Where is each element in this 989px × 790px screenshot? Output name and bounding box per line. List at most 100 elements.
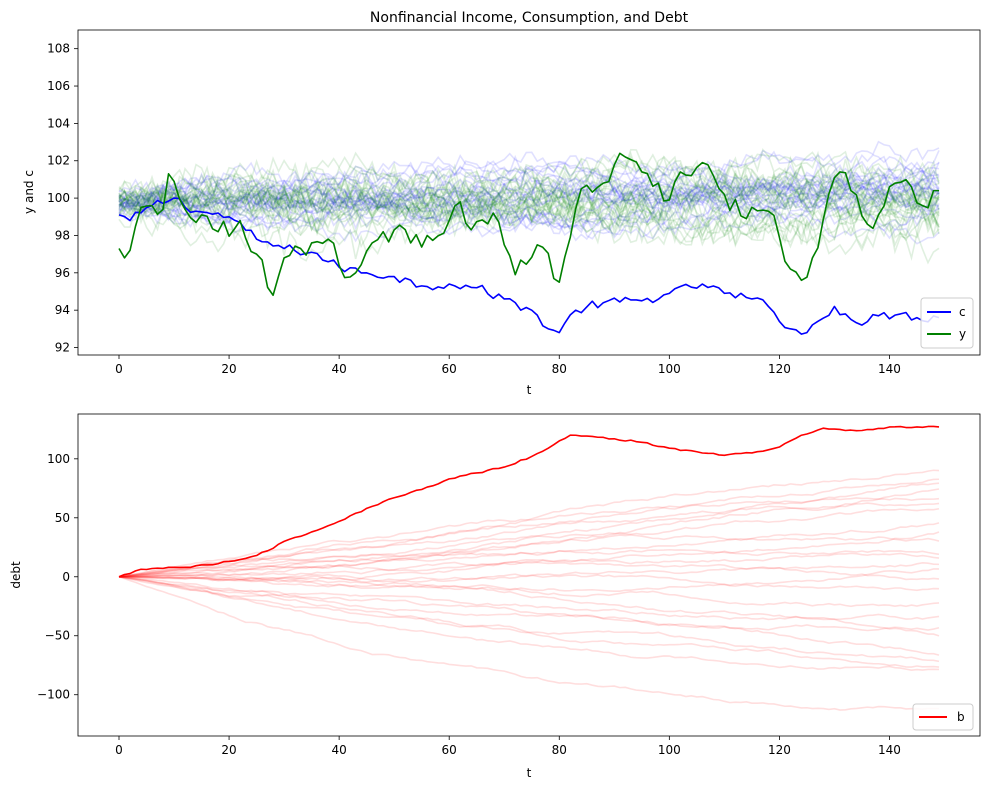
y-tick-label: 104: [47, 116, 70, 130]
x-tick-label: 60: [442, 743, 457, 757]
x-tick-label: 140: [878, 362, 901, 376]
background-path: [118, 167, 940, 233]
background-path: [118, 488, 940, 578]
x-tick-label: 140: [878, 743, 901, 757]
background-path: [118, 507, 940, 578]
background-path: [118, 149, 940, 206]
background-path: [118, 184, 940, 237]
background-path: [118, 160, 940, 209]
y-axis-ticks: −100 −50 0 50 100: [37, 452, 78, 702]
background-path: [118, 184, 940, 236]
legend: c y: [920, 297, 974, 349]
y-tick-label: 102: [47, 154, 70, 168]
x-tick-label: 60: [442, 362, 457, 376]
x-tick-label: 100: [658, 362, 681, 376]
background-path: [118, 576, 940, 711]
x-tick-label: 80: [552, 743, 567, 757]
background-path: [118, 568, 940, 593]
y-tick-label: 100: [47, 452, 70, 466]
x-axis-ticks: 0 20 40 60 80 100 120 140: [115, 736, 901, 757]
y-axis-ticks: 92 94 96 98 100 102 104 106 108: [47, 42, 78, 355]
background-path: [118, 161, 940, 211]
background-path: [118, 534, 940, 578]
background-path: [118, 176, 940, 244]
y-tick-label: 96: [55, 266, 70, 280]
background-path: [118, 162, 940, 205]
background-path: [118, 188, 940, 245]
y-tick-label: 108: [47, 42, 70, 56]
background-path: [118, 174, 940, 242]
background-path: [118, 155, 940, 215]
x-tick-label: 20: [221, 362, 236, 376]
background-path: [118, 179, 940, 228]
x-tick-label: 40: [331, 743, 346, 757]
background-path: [118, 154, 940, 215]
y-axis-label: debt: [9, 561, 23, 589]
background-path: [118, 172, 940, 227]
legend-label-b: b: [957, 710, 965, 724]
background-path: [118, 140, 940, 218]
background-path: [118, 180, 940, 262]
background-path: [118, 575, 940, 621]
x-tick-label: 40: [331, 362, 346, 376]
background-path: [118, 180, 940, 235]
background-path: [118, 177, 940, 247]
background-path: [118, 187, 940, 247]
background-path: [118, 531, 940, 582]
series-line-c: [118, 197, 940, 335]
y-tick-label: −50: [45, 629, 70, 643]
background-path: [118, 575, 940, 608]
y-tick-label: 92: [55, 341, 70, 355]
background-paths: [118, 140, 940, 265]
background-path: [118, 175, 940, 225]
y-axis-label: y and c: [22, 170, 36, 214]
background-path: [118, 179, 940, 249]
chart-title: Nonfinancial Income, Consumption, and De…: [370, 10, 689, 26]
legend-label-y: y: [959, 327, 966, 341]
x-tick-label: 120: [768, 743, 791, 757]
series-lines: [118, 152, 940, 335]
background-path: [118, 173, 940, 214]
x-tick-label: 0: [115, 362, 123, 376]
background-path: [118, 179, 940, 231]
background-path: [118, 186, 940, 228]
background-path: [118, 175, 940, 256]
y-tick-label: 94: [55, 303, 70, 317]
background-path: [118, 153, 940, 226]
background-path: [118, 151, 940, 242]
x-axis-ticks: 0 20 40 60 80 100 120 140: [115, 355, 901, 376]
x-tick-label: 80: [552, 362, 567, 376]
background-path: [118, 177, 940, 229]
series-line-b: [118, 425, 940, 578]
background-path: [118, 561, 940, 581]
background-path: [118, 502, 940, 578]
legend-box: [920, 297, 974, 349]
background-path: [118, 180, 940, 249]
legend-label-c: c: [959, 305, 966, 319]
plot-area: [78, 414, 980, 736]
background-path: [118, 178, 940, 234]
background-path: [118, 573, 940, 592]
plot-frame: [77, 29, 981, 356]
background-path: [118, 147, 940, 217]
background-path: [118, 151, 940, 213]
background-path: [118, 562, 940, 583]
background-path: [118, 167, 940, 231]
background-path: [118, 497, 940, 578]
background-path: [118, 169, 940, 225]
background-path: [118, 552, 940, 578]
x-axis-label: t: [527, 383, 532, 397]
series-line-y: [118, 152, 939, 297]
x-tick-label: 100: [658, 743, 681, 757]
x-tick-label: 20: [221, 743, 236, 757]
y-tick-label: −100: [37, 688, 70, 702]
background-path: [118, 164, 940, 220]
background-path: [118, 168, 940, 243]
background-path: [118, 150, 940, 228]
background-path: [118, 575, 940, 656]
legend: b: [912, 703, 974, 731]
background-path: [118, 575, 940, 637]
background-paths: [118, 469, 940, 711]
